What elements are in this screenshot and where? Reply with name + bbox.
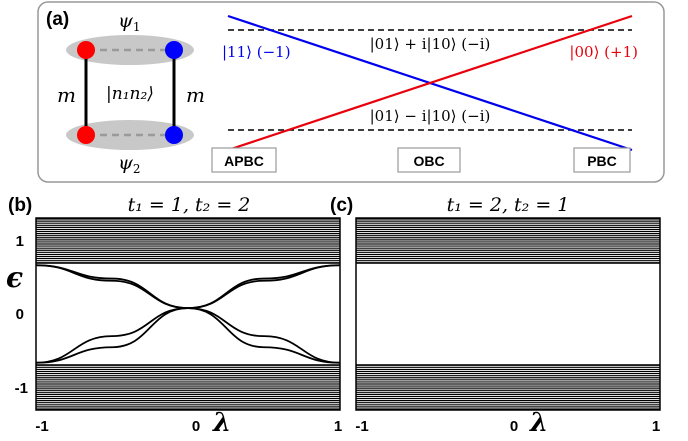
panel-b-ylabel: ϵ — [6, 261, 23, 294]
panel-b-plot — [35, 217, 341, 411]
panel-b-title: t₁ = 1, t₂ = 2 — [128, 194, 251, 216]
panel-b-ytick-1: 1 — [16, 233, 24, 250]
site-blue-top — [165, 41, 183, 59]
upper-state-label: |01⟩ + i|10⟩ (−i) — [370, 35, 491, 53]
site-blue-bottom — [165, 126, 183, 144]
panel-b-xtick-0: 0 — [192, 418, 200, 435]
obc-label: OBC — [413, 153, 444, 169]
panel-b-label: (b) — [8, 195, 32, 216]
plot-frame — [355, 217, 661, 411]
psi-2-label: ψ2 — [118, 152, 141, 176]
edge-3-line — [35, 264, 341, 364]
panel-a-frame — [37, 1, 665, 183]
edge-4-line — [35, 264, 341, 364]
panel-b-ytick-m1: -1 — [15, 380, 28, 397]
m-left-label: m — [57, 83, 76, 107]
apbc-label: APBC — [224, 153, 264, 169]
obc-box — [397, 147, 461, 173]
panel-c-plot — [355, 217, 661, 411]
state-label: |n₁n₂⟩ — [106, 84, 154, 104]
panel-c-title: t₁ = 2, t₂ = 1 — [447, 194, 570, 216]
panel-c-xtick-0: 0 — [510, 418, 518, 435]
pbc-label: PBC — [587, 153, 617, 169]
panel-b-ytick-0: 0 — [16, 306, 24, 323]
panel-b-xlabel: λ — [212, 408, 231, 438]
panel-c: (c) t₁ = 2, t₂ = 1 λ -1 0 1 — [330, 194, 661, 438]
panel-a: (a) ψ1 ψ2 m m |n₁n₂⟩ |11⟩ (−1) |00⟩ (+1)… — [37, 1, 665, 183]
blue-state-label: |11⟩ (−1) — [222, 43, 291, 61]
panel-c-xlabel: λ — [529, 408, 548, 438]
pbc-box — [573, 147, 631, 173]
panel-b-xtick-m1: -1 — [35, 418, 48, 435]
site-red-top — [77, 41, 95, 59]
site-red-bottom — [77, 126, 95, 144]
panel-c-label: (c) — [330, 195, 353, 216]
red-state-label: |00⟩ (+1) — [569, 43, 638, 61]
m-right-label: m — [186, 83, 205, 107]
edge-2-line — [35, 264, 341, 364]
panel-c-xtick-m1: -1 — [355, 418, 368, 435]
panel-b: (b) t₁ = 1, t₂ = 2 ϵ λ 1 0 -1 -1 0 1 — [6, 194, 342, 438]
panel-c-xtick-1: 1 — [652, 418, 660, 435]
plot-frame — [35, 217, 341, 411]
panel-b-xtick-1: 1 — [334, 418, 342, 435]
apbc-box — [211, 147, 277, 173]
lower-state-label: |01⟩ − i|10⟩ (−i) — [370, 107, 491, 125]
psi-1-label: ψ1 — [118, 10, 141, 34]
red-level-line — [227, 14, 633, 152]
edge-1-line — [35, 264, 341, 364]
panel-a-label: (a) — [46, 9, 69, 30]
